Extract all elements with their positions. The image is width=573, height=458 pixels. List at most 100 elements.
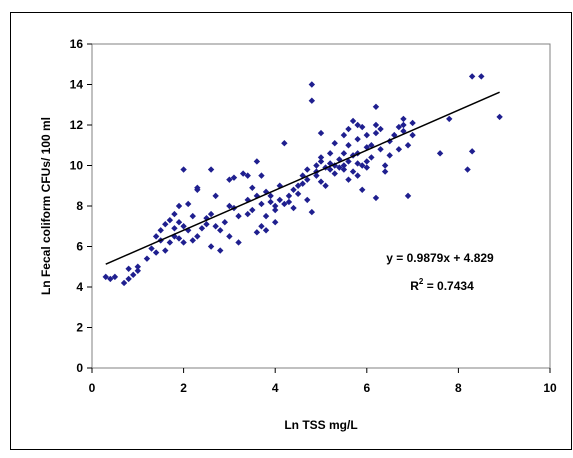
data-point xyxy=(194,184,201,191)
data-point xyxy=(180,166,187,173)
y-tick-label: 10 xyxy=(70,159,84,173)
trendline-equation: y = 0.9879x + 4.829 xyxy=(386,251,494,265)
data-point xyxy=(294,182,302,189)
data-point xyxy=(326,150,334,157)
data-point xyxy=(217,247,224,254)
data-point xyxy=(253,158,261,165)
data-point xyxy=(304,166,311,173)
data-point xyxy=(345,142,352,149)
data-point xyxy=(345,176,352,183)
data-point xyxy=(276,182,283,189)
data-point xyxy=(354,172,361,179)
data-point xyxy=(175,202,183,210)
data-point xyxy=(317,129,325,137)
data-point xyxy=(198,225,206,232)
data-point xyxy=(143,255,151,262)
data-point xyxy=(166,239,174,246)
data-point xyxy=(372,121,380,129)
y-axis-title: Ln Fecal coliform CFUs/ 100 ml xyxy=(39,117,53,295)
data-point xyxy=(468,73,476,80)
data-point xyxy=(363,131,370,139)
data-point xyxy=(345,158,352,165)
data-point xyxy=(217,227,224,234)
data-point xyxy=(317,154,325,161)
data-point xyxy=(152,249,160,256)
data-point xyxy=(226,233,233,240)
data-point xyxy=(404,142,412,149)
data-point xyxy=(395,146,403,153)
data-point xyxy=(372,129,380,137)
x-axis-title: Ln TSS mg/L xyxy=(284,418,357,432)
data-point xyxy=(317,158,325,165)
plot-area xyxy=(91,43,551,369)
data-point xyxy=(272,202,279,210)
data-point xyxy=(130,271,137,279)
data-point xyxy=(391,131,398,139)
data-point xyxy=(189,237,196,244)
data-point xyxy=(152,233,160,240)
data-point xyxy=(267,198,274,206)
data-point xyxy=(331,170,338,177)
data-point xyxy=(162,221,169,228)
data-point xyxy=(294,190,302,198)
x-tick-label: 4 xyxy=(272,381,279,395)
data-point xyxy=(171,233,178,240)
data-point xyxy=(381,168,389,175)
data-point xyxy=(166,216,174,224)
data-point xyxy=(446,115,453,123)
data-point xyxy=(281,140,288,147)
x-axis-ticks: 0 2 4 6 8 10 xyxy=(89,368,557,395)
data-point xyxy=(331,162,338,169)
data-point xyxy=(308,81,316,88)
data-point xyxy=(276,196,283,204)
data-point xyxy=(326,166,334,173)
data-point xyxy=(239,170,247,177)
data-point xyxy=(354,121,361,129)
data-point xyxy=(409,119,416,127)
r-squared-label: R2 = 0.7434 xyxy=(410,277,474,293)
trendline xyxy=(105,91,500,265)
data-point xyxy=(281,200,288,208)
data-point xyxy=(308,97,316,104)
data-point xyxy=(368,154,375,161)
data-point xyxy=(285,198,293,206)
data-point xyxy=(331,140,338,147)
data-point xyxy=(120,279,128,287)
data-point xyxy=(207,166,215,173)
data-points xyxy=(102,73,503,287)
data-point xyxy=(290,186,297,193)
data-point xyxy=(175,235,183,242)
data-point xyxy=(244,210,251,218)
data-point xyxy=(221,219,229,226)
data-point xyxy=(207,243,215,250)
data-point xyxy=(436,150,444,157)
data-point xyxy=(258,200,265,208)
data-point xyxy=(189,212,196,220)
data-point xyxy=(175,219,183,226)
data-point xyxy=(272,206,279,214)
data-point xyxy=(267,192,274,200)
data-point xyxy=(180,223,187,230)
data-point xyxy=(203,214,210,222)
data-point xyxy=(111,273,119,281)
data-point xyxy=(304,176,311,183)
data-point xyxy=(180,239,187,246)
data-point xyxy=(359,162,366,169)
data-point xyxy=(404,192,412,200)
data-point xyxy=(377,146,384,153)
data-point xyxy=(249,206,256,214)
data-point xyxy=(395,123,403,131)
data-point xyxy=(464,166,471,173)
data-point xyxy=(258,172,265,179)
data-point xyxy=(203,221,210,228)
data-point xyxy=(496,113,503,121)
data-point xyxy=(354,135,361,143)
data-point xyxy=(157,227,164,234)
data-point xyxy=(134,263,141,270)
data-point xyxy=(322,182,329,189)
data-point xyxy=(372,103,380,110)
data-point xyxy=(381,162,389,169)
data-point xyxy=(212,192,219,200)
data-point xyxy=(377,125,384,133)
data-point xyxy=(313,162,320,169)
